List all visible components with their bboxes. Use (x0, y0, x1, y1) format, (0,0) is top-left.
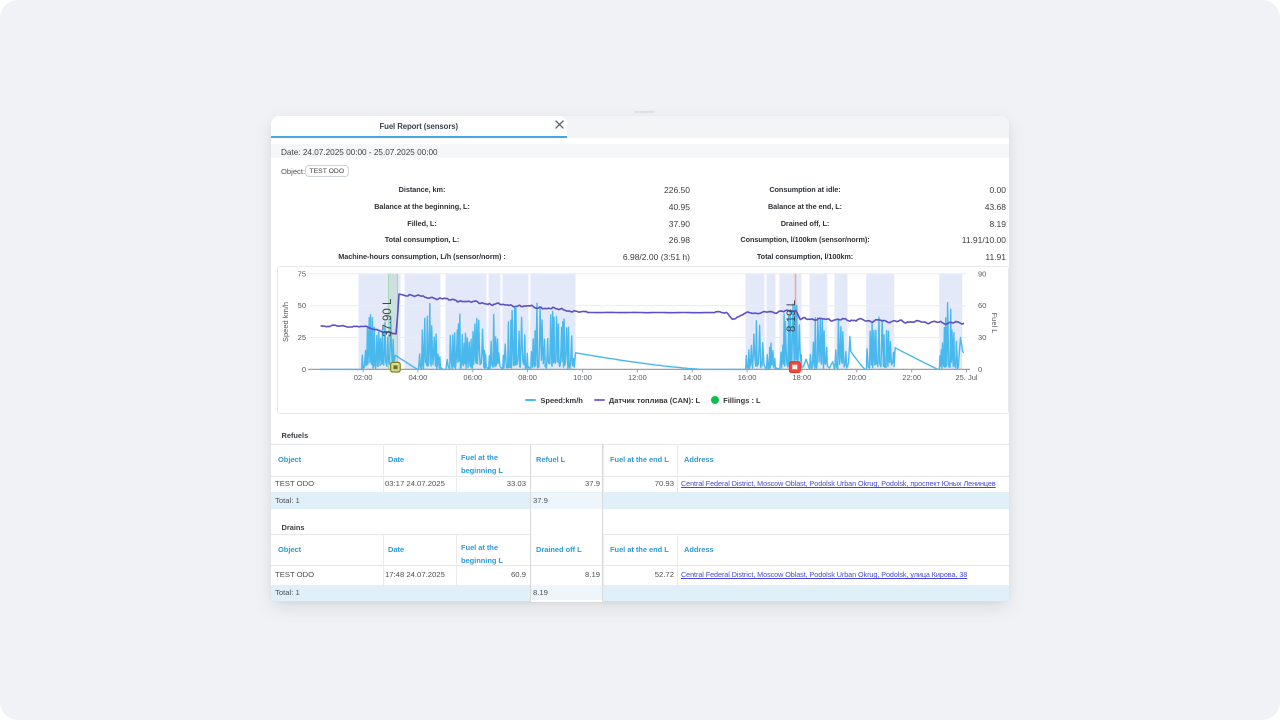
svg-text:Speed km/h: Speed km/h (281, 302, 290, 342)
svg-text:16:00: 16:00 (737, 373, 756, 382)
svg-text:75: 75 (297, 269, 305, 278)
svg-text:18:00: 18:00 (792, 373, 811, 382)
svg-text:04:00: 04:00 (408, 373, 427, 382)
svg-text:12:00: 12:00 (628, 373, 647, 382)
svg-text:90: 90 (978, 269, 986, 278)
svg-text:37.90 L: 37.90 L (381, 298, 393, 337)
svg-text:0: 0 (978, 365, 982, 374)
svg-text:0: 0 (301, 365, 305, 374)
svg-text:02:00: 02:00 (353, 373, 372, 382)
svg-text:50: 50 (297, 301, 305, 310)
svg-text:Fuel L: Fuel L (990, 313, 999, 334)
svg-text:20:00: 20:00 (847, 373, 866, 382)
svg-text:60: 60 (978, 301, 986, 310)
svg-text:06:00: 06:00 (463, 373, 482, 382)
svg-text:08:00: 08:00 (518, 373, 537, 382)
svg-text:14:00: 14:00 (682, 373, 701, 382)
svg-text:10:00: 10:00 (573, 373, 592, 382)
svg-text:22:00: 22:00 (902, 373, 921, 382)
svg-text:30: 30 (978, 333, 986, 342)
svg-text:25: 25 (297, 333, 305, 342)
svg-text:25. Jul: 25. Jul (955, 373, 977, 382)
svg-text:8.19 L: 8.19 L (786, 299, 798, 332)
